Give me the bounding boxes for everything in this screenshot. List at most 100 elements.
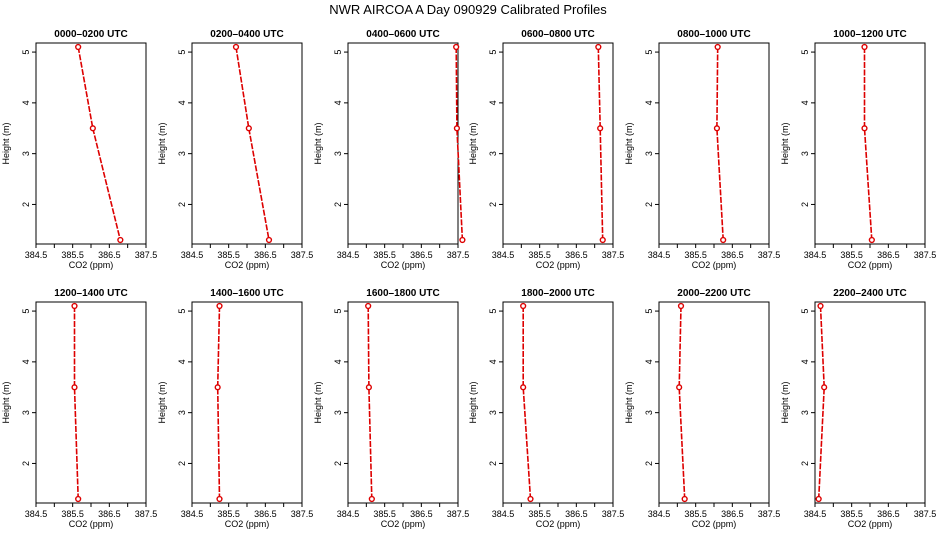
x-tick-label: 386.5 bbox=[98, 250, 121, 260]
x-axis-label: CO2 (ppm) bbox=[225, 260, 270, 270]
data-point bbox=[71, 302, 78, 310]
y-tick-label: 2 bbox=[21, 202, 31, 207]
y-tick-label: 4 bbox=[333, 359, 343, 364]
x-tick-label: 387.5 bbox=[291, 250, 314, 260]
profile-line bbox=[817, 305, 826, 500]
data-point bbox=[214, 384, 221, 391]
data-point bbox=[453, 43, 460, 51]
profile-plot-8: 1400–1600 UTC 384.5 385.5 386.5 387.5 CO2 (pp… bbox=[157, 288, 313, 529]
y-tick-label: 3 bbox=[644, 151, 654, 156]
plot-frame bbox=[502, 301, 614, 504]
x-tick-label: 386.5 bbox=[877, 250, 900, 260]
data-point bbox=[681, 495, 688, 503]
data-point bbox=[365, 302, 372, 310]
data-point bbox=[720, 236, 727, 244]
y-tick-label: 4 bbox=[488, 100, 498, 105]
y-tick-label: 3 bbox=[21, 410, 31, 415]
x-tick-label: 386.5 bbox=[254, 250, 277, 260]
y-tick-label: 2 bbox=[21, 461, 31, 466]
data-point bbox=[597, 125, 604, 132]
plot-title: 0600–0800 UTC bbox=[521, 29, 594, 40]
x-tick-label: 385.5 bbox=[217, 509, 240, 519]
data-point bbox=[216, 302, 223, 310]
data-point bbox=[117, 236, 124, 244]
x-tick-label: 386.5 bbox=[98, 509, 121, 519]
profile-line bbox=[73, 306, 79, 500]
x-tick-label: 387.5 bbox=[914, 250, 936, 260]
y-axis-label: Height (m) bbox=[780, 122, 790, 164]
y-tick-label: 2 bbox=[800, 461, 810, 466]
x-tick-label: 384.5 bbox=[337, 250, 360, 260]
profile-plot-4: 0600–0800 UTC 384.5 385.5 386.5 387.5 CO2 (pp… bbox=[468, 29, 624, 270]
y-tick-label: 2 bbox=[333, 202, 343, 207]
x-tick-label: 386.5 bbox=[721, 509, 744, 519]
x-tick-label: 385.5 bbox=[528, 250, 551, 260]
y-tick-label: 3 bbox=[177, 410, 187, 415]
plot-title: 1800–2000 UTC bbox=[521, 288, 594, 299]
x-tick-label: 384.5 bbox=[25, 509, 48, 519]
x-tick-label: 387.5 bbox=[758, 509, 781, 519]
profile-plot-1: 0000–0200 UTC 384.5 385.5 386.5 387.5 CO2 (pp… bbox=[1, 29, 157, 270]
y-axis-label: Height (m) bbox=[1, 381, 11, 423]
data-point bbox=[815, 495, 822, 503]
x-tick-label: 386.5 bbox=[721, 250, 744, 260]
y-axis-label: Height (m) bbox=[1, 122, 11, 164]
x-tick-label: 386.5 bbox=[410, 509, 433, 519]
x-tick-label: 387.5 bbox=[135, 250, 158, 260]
profile-line bbox=[367, 305, 373, 500]
data-point bbox=[520, 384, 527, 391]
y-tick-label: 4 bbox=[644, 359, 654, 364]
plot-title: 2000–2200 UTC bbox=[677, 288, 750, 299]
plot-title: 1600–1800 UTC bbox=[366, 288, 439, 299]
data-point bbox=[821, 384, 828, 391]
y-tick-label: 5 bbox=[488, 309, 498, 314]
profile-plot-9: 1600–1800 UTC 384.5 385.5 386.5 387.5 CO2 (pp… bbox=[313, 288, 469, 529]
data-point bbox=[365, 384, 373, 391]
y-axis-label: Height (m) bbox=[157, 381, 167, 423]
plot-title: 0400–0600 UTC bbox=[366, 29, 439, 40]
profile-plot-3: 0400–0600 UTC 384.5 385.5 386.5 387.5 CO2 (pp… bbox=[313, 29, 469, 270]
x-tick-label: 387.5 bbox=[135, 509, 158, 519]
data-point bbox=[817, 302, 824, 310]
x-axis-label: CO2 (ppm) bbox=[381, 260, 426, 270]
profile-plot-11: 2000–2200 UTC 384.5 385.5 386.5 387.5 CO2 (pp… bbox=[624, 288, 780, 529]
y-tick-label: 4 bbox=[800, 359, 810, 364]
x-tick-label: 385.5 bbox=[840, 250, 863, 260]
y-tick-label: 3 bbox=[644, 410, 654, 415]
x-tick-label: 385.5 bbox=[217, 250, 240, 260]
data-point bbox=[595, 43, 602, 51]
y-tick-label: 2 bbox=[177, 202, 187, 207]
y-axis-label: Height (m) bbox=[157, 122, 167, 164]
y-axis-label: Height (m) bbox=[780, 381, 790, 423]
y-tick-label: 3 bbox=[177, 151, 187, 156]
y-tick-label: 2 bbox=[800, 202, 810, 207]
y-tick-label: 4 bbox=[21, 100, 31, 105]
x-axis-label: CO2 (ppm) bbox=[848, 260, 893, 270]
y-axis-label: Height (m) bbox=[313, 122, 323, 164]
x-axis-label: CO2 (ppm) bbox=[692, 519, 737, 529]
x-tick-label: 385.5 bbox=[840, 509, 863, 519]
y-axis-label: Height (m) bbox=[313, 381, 323, 423]
plot-frame bbox=[502, 42, 614, 245]
x-tick-label: 387.5 bbox=[447, 509, 470, 519]
y-tick-label: 5 bbox=[177, 50, 187, 55]
plot-frame bbox=[35, 301, 147, 504]
y-tick-label: 3 bbox=[488, 151, 498, 156]
y-tick-label: 2 bbox=[488, 461, 498, 466]
plot-frame bbox=[191, 42, 303, 245]
profile-line bbox=[716, 46, 724, 241]
data-point bbox=[520, 302, 527, 310]
data-point bbox=[868, 236, 875, 244]
plot-title: 1400–1600 UTC bbox=[210, 288, 283, 299]
y-tick-label: 3 bbox=[21, 151, 31, 156]
data-point bbox=[459, 236, 466, 244]
x-tick-label: 384.5 bbox=[337, 509, 360, 519]
x-tick-label: 385.5 bbox=[61, 509, 84, 519]
x-tick-label: 385.5 bbox=[61, 250, 84, 260]
data-point bbox=[527, 495, 534, 503]
profile-line bbox=[77, 46, 122, 241]
data-point bbox=[453, 125, 461, 132]
y-tick-label: 5 bbox=[333, 309, 343, 314]
x-axis-label: CO2 (ppm) bbox=[848, 519, 893, 529]
profile-plot-2: 0200–0400 UTC 384.5 385.5 386.5 387.5 CO2 (pp… bbox=[157, 29, 313, 270]
